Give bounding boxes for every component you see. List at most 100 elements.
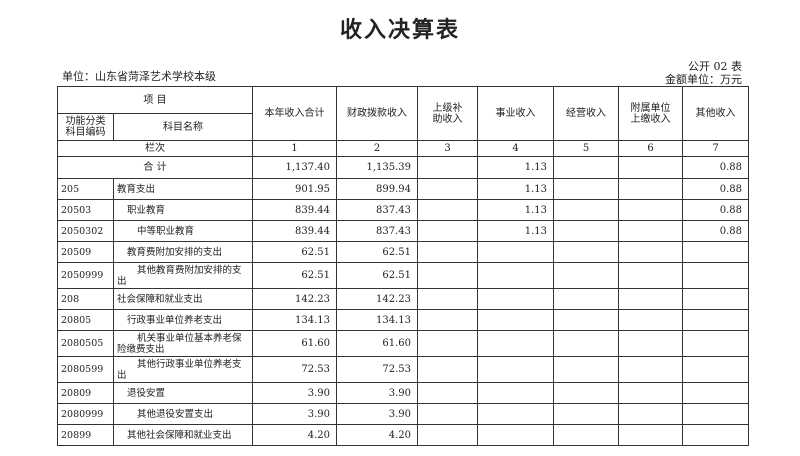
row-value: 0.88 <box>682 199 749 221</box>
col-number: 7 <box>682 140 749 157</box>
row-value <box>417 424 478 446</box>
row-code: 20509 <box>57 241 114 263</box>
table-row: 20899 其他社会保障和就业支出 4.20 4.20 <box>57 424 749 446</box>
row-value: 3.90 <box>336 382 418 404</box>
row-name: 教育支出 <box>113 178 253 200</box>
row-value <box>417 220 478 242</box>
row-value: 0.88 <box>682 178 749 200</box>
row-value <box>618 262 683 289</box>
amount-unit: 金额单位：万元 <box>665 73 742 86</box>
income-table: 项 目 本年收入合计 财政拨款收入 上级补助收入 事业收入 经营收入 附属单位上… <box>57 86 749 446</box>
row-value <box>553 309 619 331</box>
row-value <box>682 356 749 383</box>
row-name: 其他行政事业单位养老支出 <box>113 356 253 383</box>
header-col-5: 经营收入 <box>553 86 619 141</box>
row-value <box>553 424 619 446</box>
row-value: 839.44 <box>252 220 337 242</box>
row-value: 62.51 <box>252 262 337 289</box>
row-value: 4.20 <box>252 424 337 446</box>
row-value <box>417 330 478 357</box>
row-name: 教育费附加安排的支出 <box>113 241 253 263</box>
header-col-4: 事业收入 <box>477 86 554 141</box>
row-value <box>682 309 749 331</box>
page-title: 收入决算表 <box>339 17 460 43</box>
row-code: 2080505 <box>57 330 114 357</box>
row-name: 退役安置 <box>113 382 253 404</box>
row-value: 1.13 <box>477 220 554 242</box>
total-value: 1,135.39 <box>336 156 418 179</box>
table-row: 208 社会保障和就业支出 142.23 142.23 <box>57 288 749 310</box>
row-label: 栏次 <box>57 140 253 157</box>
row-value <box>417 178 478 200</box>
row-value <box>682 330 749 357</box>
row-value <box>417 288 478 310</box>
row-name: 其他教育费附加安排的支出 <box>113 262 253 289</box>
row-code: 205 <box>57 178 114 200</box>
total-value: 1.13 <box>477 156 554 179</box>
row-value <box>417 403 478 425</box>
row-value: 62.51 <box>336 262 418 289</box>
col-number: 4 <box>477 140 554 157</box>
row-value <box>682 382 749 404</box>
row-value <box>477 356 554 383</box>
row-value: 901.95 <box>252 178 337 200</box>
row-value: 61.60 <box>252 330 337 357</box>
table-row: 20805 行政事业单位养老支出 134.13 134.13 <box>57 309 749 331</box>
table-row: 2050999 其他教育费附加安排的支出 62.51 62.51 <box>57 262 749 289</box>
row-code: 2050999 <box>57 262 114 289</box>
header-item: 项 目 <box>57 86 253 114</box>
row-name: 社会保障和就业支出 <box>113 288 253 310</box>
row-value: 142.23 <box>252 288 337 310</box>
unit-label: 单位：山东省菏泽艺术学校本级 <box>62 70 216 83</box>
col-number: 3 <box>417 140 478 157</box>
row-value: 4.20 <box>336 424 418 446</box>
row-value: 3.90 <box>252 403 337 425</box>
table-row: 2080505 机关事业单位基本养老保险缴费支出 61.60 61.60 <box>57 330 749 357</box>
row-value <box>417 262 478 289</box>
row-value <box>553 220 619 242</box>
row-name: 行政事业单位养老支出 <box>113 309 253 331</box>
row-value <box>553 241 619 263</box>
row-value <box>417 356 478 383</box>
header-col-3: 上级补助收入 <box>417 86 478 141</box>
row-value <box>553 356 619 383</box>
header-col-7: 其他收入 <box>682 86 749 141</box>
row-value <box>553 330 619 357</box>
row-value: 62.51 <box>336 241 418 263</box>
row-value <box>682 403 749 425</box>
row-code: 2050302 <box>57 220 114 242</box>
row-value <box>477 262 554 289</box>
row-value <box>618 178 683 200</box>
row-code: 20805 <box>57 309 114 331</box>
table-row: 2080599 其他行政事业单位养老支出 72.53 72.53 <box>57 356 749 383</box>
header-col-1: 本年收入合计 <box>252 86 337 141</box>
row-value: 61.60 <box>336 330 418 357</box>
row-value <box>618 288 683 310</box>
row-value <box>553 199 619 221</box>
row-code: 2080599 <box>57 356 114 383</box>
row-value: 839.44 <box>252 199 337 221</box>
form-info: 公开 02 表 金额单位：万元 <box>665 60 742 86</box>
row-name: 机关事业单位基本养老保险缴费支出 <box>113 330 253 357</box>
row-value: 1.13 <box>477 178 554 200</box>
total-value <box>618 156 683 179</box>
row-value: 72.53 <box>252 356 337 383</box>
col-number: 5 <box>553 140 619 157</box>
row-value: 62.51 <box>252 241 337 263</box>
row-code: 208 <box>57 288 114 310</box>
form-number: 公开 02 表 <box>688 60 742 73</box>
row-value <box>553 178 619 200</box>
row-value <box>682 262 749 289</box>
row-code: 20809 <box>57 382 114 404</box>
row-value <box>618 356 683 383</box>
row-value <box>417 309 478 331</box>
table-row: 20809 退役安置 3.90 3.90 <box>57 382 749 404</box>
row-name: 其他退役安置支出 <box>113 403 253 425</box>
header-name: 科目名称 <box>113 113 253 141</box>
row-value: 0.88 <box>682 220 749 242</box>
total-value <box>417 156 478 179</box>
total-value: 0.88 <box>682 156 749 179</box>
row-value <box>618 241 683 263</box>
row-value: 134.13 <box>252 309 337 331</box>
row-value <box>682 241 749 263</box>
